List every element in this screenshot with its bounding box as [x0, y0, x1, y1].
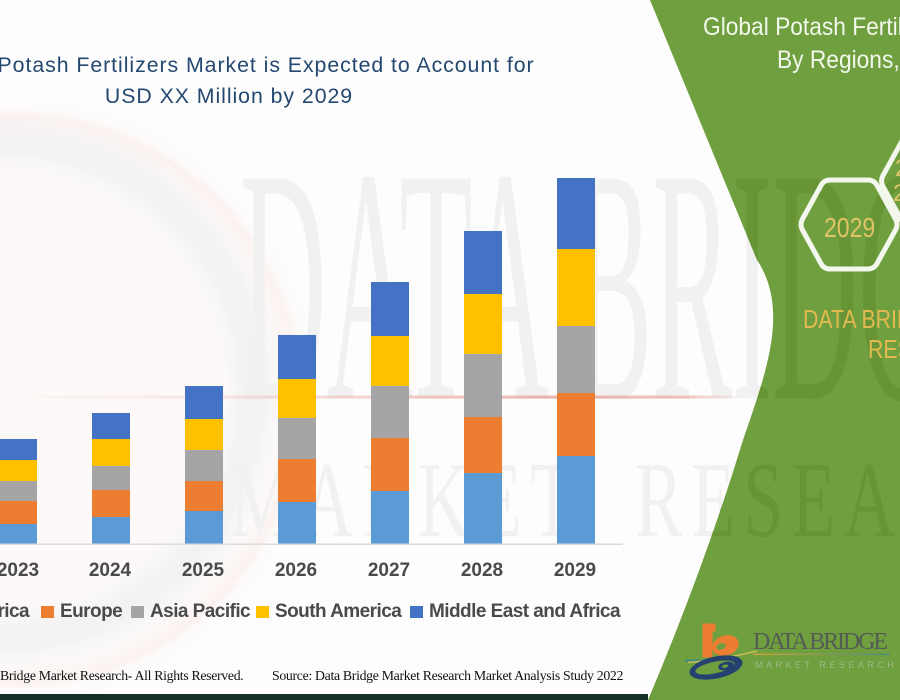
svg-text:MARKET RESEARCH: MARKET RESEARCH	[755, 660, 897, 670]
svg-text:DATA BRIDGE: DATA BRIDGE	[753, 629, 890, 655]
